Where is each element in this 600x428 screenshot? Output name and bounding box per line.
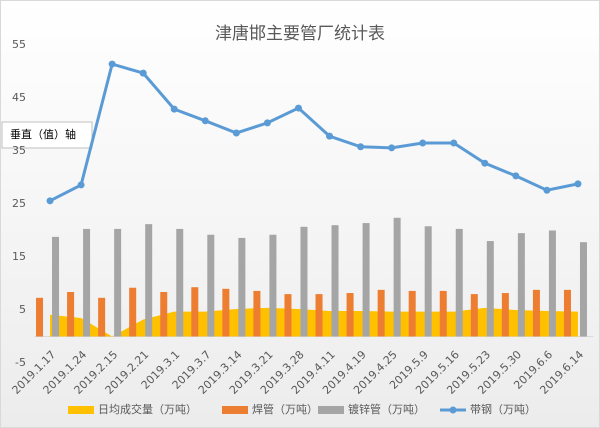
line-marker: [46, 197, 54, 205]
bar: [470, 294, 478, 337]
line-marker: [388, 144, 396, 152]
line: [49, 62, 579, 203]
line-marker: [108, 60, 116, 68]
bar: [579, 242, 587, 337]
legend-swatch: [68, 406, 94, 414]
legend-swatch: [449, 406, 457, 414]
tooltip-box: [1, 121, 93, 149]
chart-title: 津唐邯主要管厂统计表: [215, 23, 385, 44]
bar: [439, 290, 447, 337]
line-marker: [294, 104, 302, 112]
bar: [501, 293, 509, 337]
bar: [331, 225, 339, 337]
bar: [83, 228, 91, 337]
bar: [238, 237, 246, 337]
y-tick-label: 55: [12, 38, 26, 51]
bar: [145, 224, 153, 337]
bar: [253, 290, 261, 337]
bar: [160, 291, 168, 337]
line-marker: [326, 132, 334, 140]
bar: [377, 289, 385, 337]
bar: [408, 290, 416, 337]
line-marker: [201, 117, 209, 125]
line-marker: [357, 143, 365, 151]
legend-label: 带钢（万吨）: [470, 403, 536, 416]
line-marker: [450, 139, 458, 147]
bar: [67, 291, 75, 337]
line-marker: [77, 181, 85, 189]
bar: [300, 226, 308, 337]
line-marker: [139, 69, 147, 77]
line-marker: [481, 159, 489, 167]
bar: [346, 293, 354, 337]
bar: [52, 236, 60, 337]
y-tick-label: -5: [15, 356, 26, 369]
legend-label: 焊管（万吨）: [252, 402, 318, 416]
legend-swatch: [222, 406, 248, 414]
bar: [455, 228, 463, 337]
legend-label: 日均成交量（万吨）: [98, 402, 197, 416]
y-tick-label: 25: [12, 197, 26, 210]
legend-label: 镀锌管（万吨）: [348, 402, 425, 416]
bar: [548, 230, 556, 337]
bar: [362, 223, 370, 337]
bar: [532, 289, 540, 337]
line-marker: [512, 172, 520, 180]
bar: [114, 228, 122, 337]
y-tick-label: 5: [19, 303, 26, 316]
bar: [563, 289, 571, 337]
line-marker: [574, 180, 582, 188]
y-tick-label: 15: [12, 250, 26, 263]
bar: [129, 287, 137, 337]
y-tick-label: 35: [12, 144, 26, 157]
bar: [486, 241, 494, 337]
line-marker: [232, 129, 240, 137]
bar: [207, 234, 215, 337]
bar: [222, 288, 230, 337]
bar: [36, 297, 44, 337]
bar: [284, 294, 292, 337]
bar: [393, 217, 401, 337]
tooltip: 垂直（值）轴: [10, 127, 76, 141]
line-marker: [543, 186, 551, 194]
bar: [191, 287, 199, 337]
bar: [517, 233, 525, 337]
line-marker: [170, 105, 178, 113]
bar: [315, 294, 323, 337]
bar: [424, 226, 432, 337]
line-marker: [419, 139, 427, 147]
legend-swatch: [318, 406, 344, 414]
bar: [269, 234, 277, 337]
bar: [98, 297, 106, 337]
line-marker: [263, 119, 271, 127]
bar: [176, 228, 184, 337]
y-tick-label: 45: [12, 91, 26, 104]
